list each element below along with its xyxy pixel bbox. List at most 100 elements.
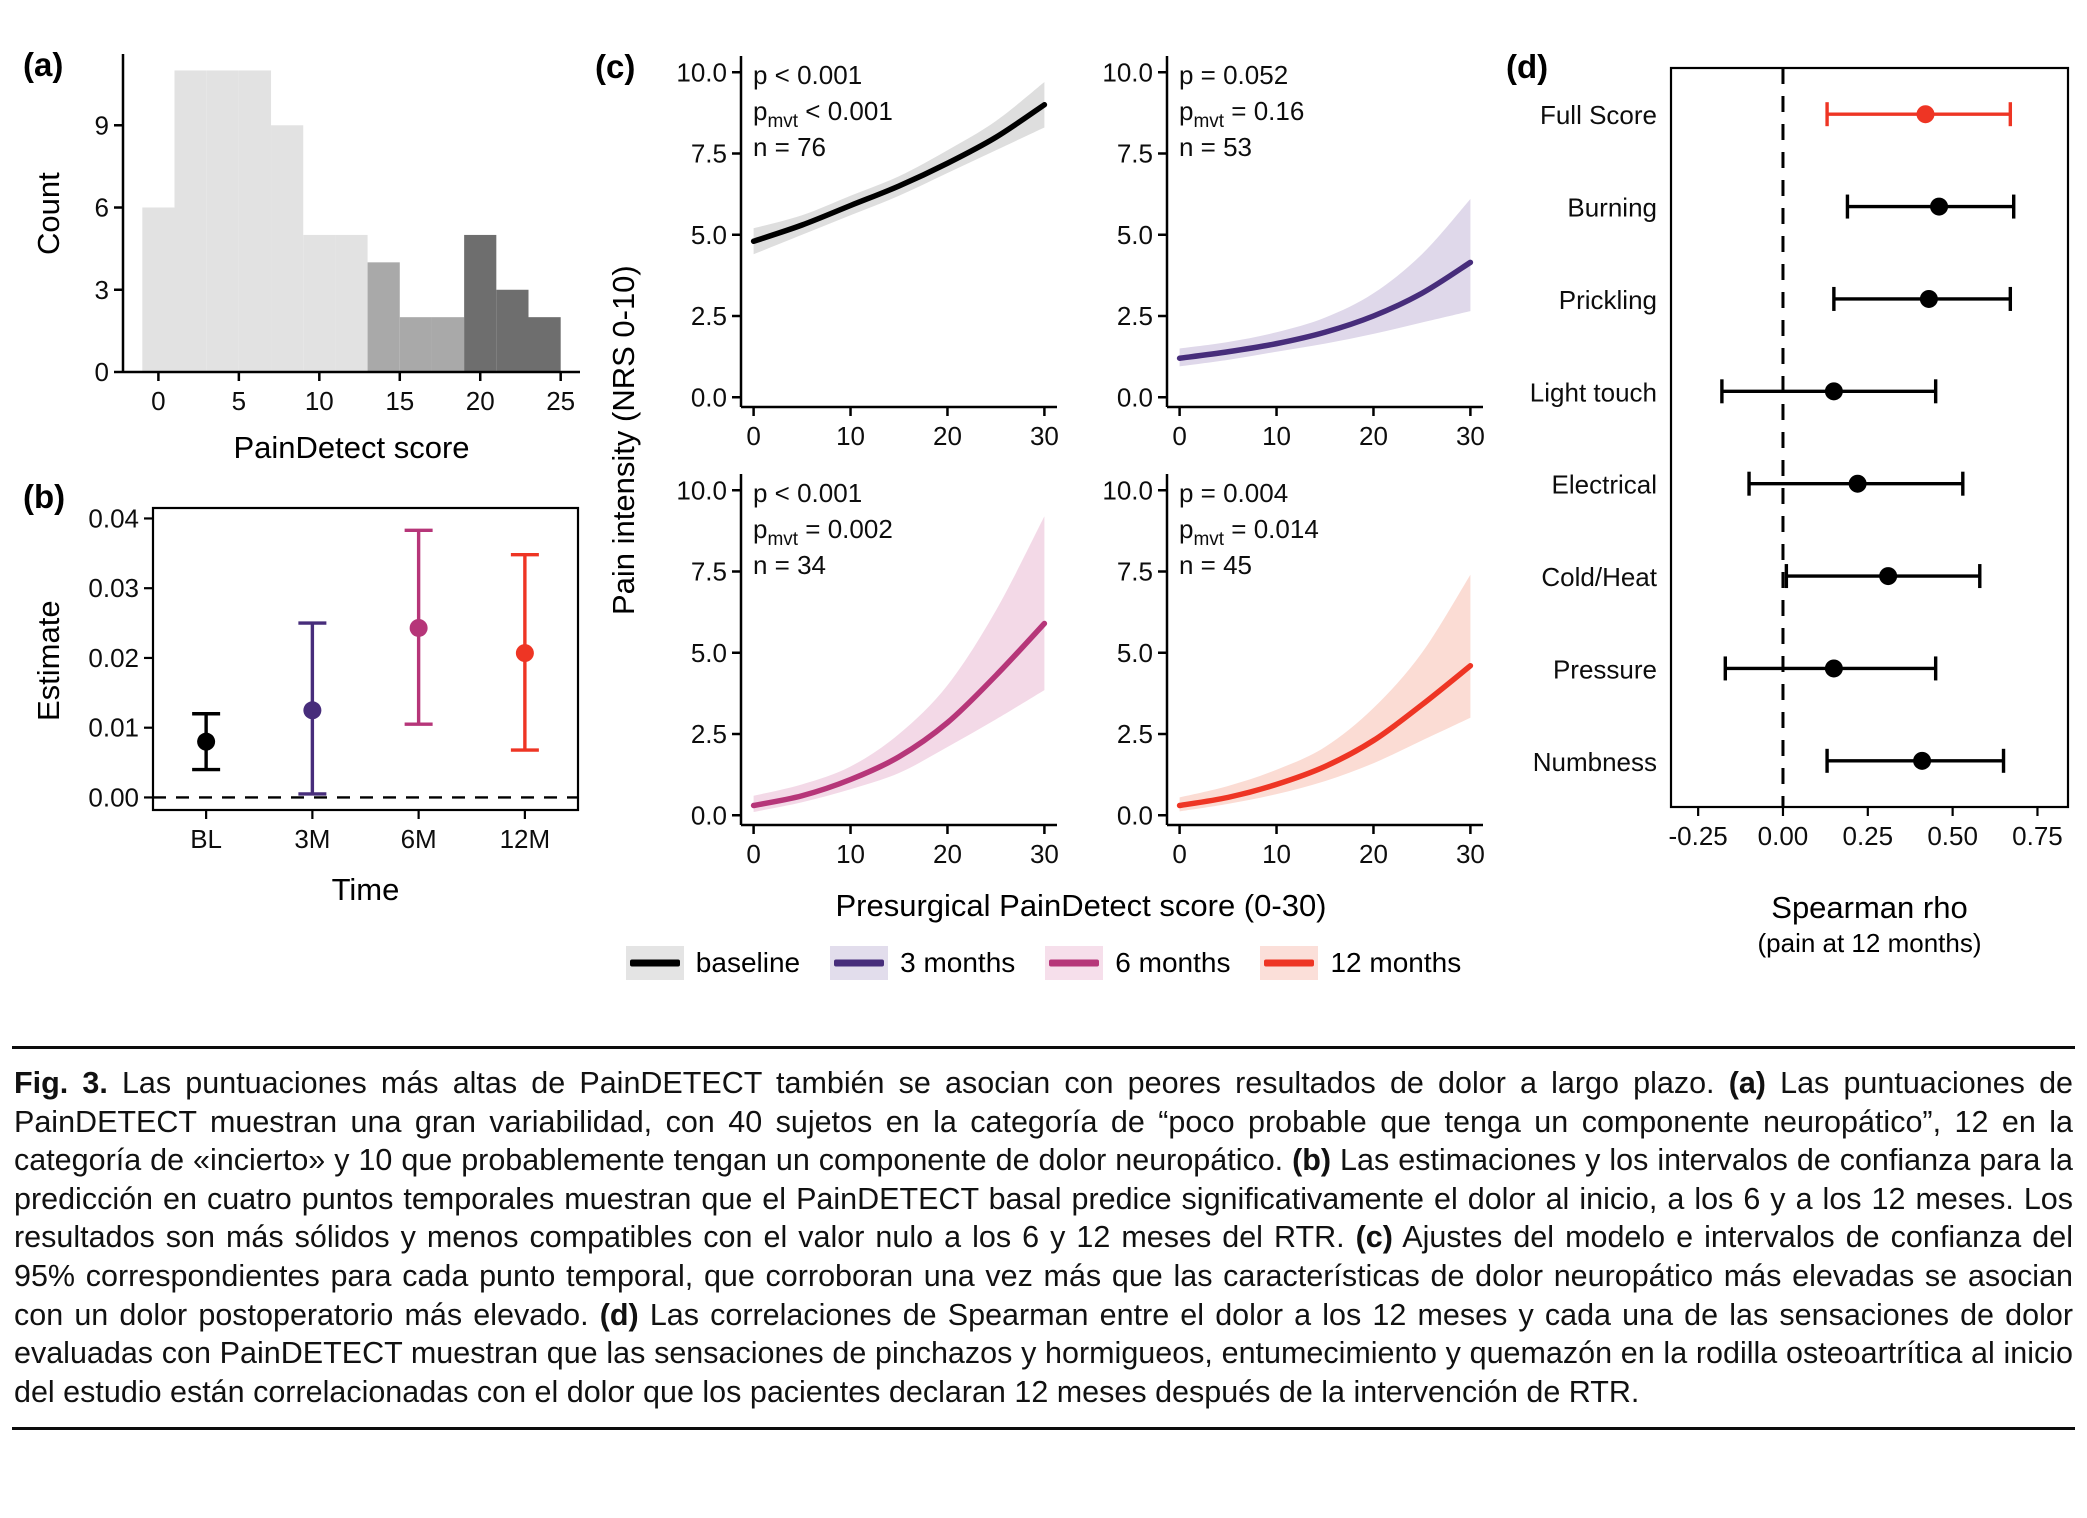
svg-text:5.0: 5.0 (691, 220, 727, 250)
p-value-label: p < 0.001 (753, 60, 862, 90)
svg-text:30: 30 (1456, 839, 1485, 869)
panel-d-x-axis-title: Spearman rho (1771, 890, 1968, 925)
estimate-point (515, 644, 534, 663)
svg-text:30: 30 (1030, 421, 1059, 451)
svg-text:10: 10 (836, 421, 865, 451)
svg-text:25: 25 (546, 386, 575, 416)
correlation-point (1930, 197, 1949, 216)
panel-a-x-axis-title: PainDetect score (233, 430, 470, 465)
sensation-label: Numbness (1533, 747, 1657, 777)
caption-text: (c) (1355, 1220, 1393, 1255)
correlation-point (1824, 382, 1843, 401)
gam-3months-svg: 0.0 2.5 5.0 7.5 10.0 0 10 20 30 p = 0.052 pmvt = 0… (1102, 56, 1485, 451)
pmvt-value-label: pmvt = 0.16 (1179, 96, 1304, 132)
svg-text:0: 0 (151, 386, 165, 416)
panel-c-y-axis-title: Pain intensity (NRS 0-10) (606, 265, 641, 615)
panel-b-y-axis-title: Estimate (31, 600, 66, 722)
fit-line (1176, 259, 1474, 361)
svg-text:0.0: 0.0 (1117, 382, 1153, 412)
estimate-point (303, 701, 322, 720)
confidence-ribbon (753, 516, 1045, 812)
svg-text:15: 15 (385, 386, 414, 416)
caption-text: Las estimaciones y los intervalos de con… (14, 1143, 2073, 1255)
svg-text:10: 10 (836, 839, 865, 869)
legend-item: baseline (625, 946, 800, 980)
svg-text:10.0: 10.0 (676, 57, 727, 87)
correlation-point (1913, 751, 1932, 770)
correlation-point (1919, 289, 1938, 308)
svg-text:6M: 6M (401, 824, 437, 854)
svg-text:30: 30 (1456, 421, 1485, 451)
legend-key-swatch (1260, 946, 1319, 980)
gam-6months-svg: 0.0 2.5 5.0 7.5 10.0 0 10 20 30 p < 0.001 pmvt = 0… (676, 474, 1059, 869)
svg-text:9: 9 (95, 110, 109, 140)
svg-text:-0.25: -0.25 (1669, 821, 1728, 851)
svg-text:0.75: 0.75 (2012, 821, 2063, 851)
svg-text:10.0: 10.0 (676, 475, 727, 505)
svg-text:10: 10 (1262, 839, 1291, 869)
p-value-label: p = 0.004 (1179, 478, 1288, 508)
histogram-bar (142, 207, 175, 372)
svg-text:0.0: 0.0 (691, 800, 727, 830)
panel-b-x-axis-title: Time (331, 872, 400, 907)
caption-text: Las puntuaciones más altas de PainDETECT… (107, 1066, 1729, 1100)
svg-text:30: 30 (1030, 839, 1059, 869)
svg-text:0.0: 0.0 (691, 382, 727, 412)
caption-text: (a) (1728, 1066, 1766, 1100)
panel-c: (c) Pain intensity (NRS 0-10) 0.0 2.5 5.0 7… (595, 34, 1492, 1014)
correlation-point (1879, 567, 1898, 586)
caption-text: Ajustes del modelo e intervalos de confi… (14, 1220, 2073, 1332)
panel-d-x-axis-subtitle: (pain at 12 months) (1757, 928, 1982, 958)
caption-text: Las correlaciones de Spearman entre el d… (14, 1297, 2073, 1409)
svg-text:0: 0 (746, 421, 760, 451)
n-label: n = 76 (753, 132, 826, 162)
confidence-ribbon (1179, 574, 1471, 812)
svg-text:6: 6 (95, 193, 109, 223)
legend-key-swatch (830, 946, 889, 980)
histogram-bar (174, 70, 207, 372)
svg-text:0: 0 (1172, 839, 1186, 869)
legend-label: 12 months (1330, 947, 1462, 978)
svg-text:0.00: 0.00 (88, 782, 139, 812)
svg-text:7.5: 7.5 (1117, 139, 1153, 169)
svg-text:20: 20 (466, 386, 495, 416)
svg-text:0.25: 0.25 (1842, 821, 1893, 851)
svg-text:2.5: 2.5 (691, 301, 727, 331)
panel-a: (a) Count 0 3 6 9 0 5 10 15 20 25 PainDetect scor… (15, 34, 595, 470)
svg-text:10.0: 10.0 (1102, 475, 1153, 505)
svg-text:2.5: 2.5 (1117, 301, 1153, 331)
svg-text:0: 0 (746, 839, 760, 869)
fit-line (1176, 663, 1474, 809)
svg-text:0.02: 0.02 (88, 643, 139, 673)
panel-c-label: (c) (595, 48, 636, 85)
svg-text:0: 0 (1172, 421, 1186, 451)
legend-item: 12 months (1260, 946, 1461, 980)
histogram-bar (206, 70, 239, 372)
caption-text: (d) (599, 1297, 639, 1332)
correlation-point (1848, 474, 1867, 493)
histogram-bar (431, 317, 465, 372)
svg-text:0.04: 0.04 (88, 503, 139, 533)
histogram-bar (399, 317, 432, 372)
forest-svg: Full Score Burning Prickling Light touch Ele… (1530, 66, 2070, 851)
svg-text:2.5: 2.5 (691, 719, 727, 749)
svg-text:20: 20 (1359, 839, 1388, 869)
histogram-bar (367, 262, 400, 372)
svg-text:10: 10 (305, 386, 334, 416)
svg-text:5.0: 5.0 (1117, 220, 1153, 250)
histogram-bar (271, 125, 304, 372)
caption-text: (b) (1292, 1143, 1332, 1178)
svg-text:5: 5 (232, 386, 246, 416)
fit-line (750, 620, 1048, 809)
histogram-bar (528, 317, 561, 372)
confidence-ribbon (753, 82, 1045, 255)
pmvt-value-label: pmvt = 0.002 (753, 514, 893, 550)
sensation-label: Burning (1567, 193, 1657, 223)
svg-text:10: 10 (1262, 421, 1291, 451)
histogram-bar (496, 289, 529, 372)
estimate-point (409, 618, 428, 637)
n-label: n = 45 (1179, 550, 1252, 580)
pmvt-value-label: pmvt < 0.001 (753, 96, 893, 132)
svg-text:20: 20 (1359, 421, 1388, 451)
svg-text:2.5: 2.5 (1117, 719, 1153, 749)
